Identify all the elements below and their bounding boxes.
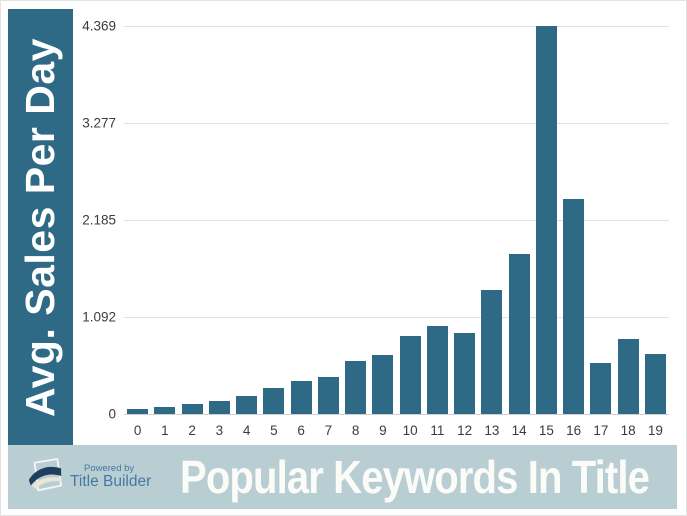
bar-keyword-7 [317,376,339,414]
y-axis-title: Avg. Sales Per Day [17,37,63,417]
y-axis-title-panel: Avg. Sales Per Day [8,9,73,445]
bar-keyword-10 [399,335,421,414]
x-tick-label: 4 [242,423,251,438]
x-axis-tick-labels: 0 1 2 3 4 5 6 7 8 9 10 11 12 13 14 15 16 17 18 19 [124,419,669,441]
bar-keyword-9 [372,355,394,414]
gridline [124,219,669,221]
bar-keyword-12 [454,333,476,414]
bar-keyword-5 [263,388,285,414]
bar-keyword-0 [127,408,149,414]
x-tick-label: 2 [188,423,196,438]
bar-keyword-18 [617,339,639,414]
gridline [124,122,669,124]
x-axis-baseline [124,414,669,415]
bar-keyword-16 [563,199,585,414]
x-tick-label: 9 [379,423,387,438]
bar-keyword-19 [644,353,666,414]
powered-by-label: Powered by [84,462,135,474]
y-tick-label: 3.277 [82,115,116,131]
bar-keyword-17 [590,362,612,414]
x-tick-label: 6 [297,423,305,438]
x-tick-label: 10 [402,423,418,438]
gridline [124,317,669,319]
x-tick-label: 7 [324,423,333,438]
y-axis-tick-labels: 0 1.092 2.185 3.277 4.369 [73,19,116,422]
banner-title-wrap: Popular Keywords In Title [151,450,677,504]
bar-keyword-13 [481,289,503,414]
x-tick-label: 3 [215,423,224,438]
x-tick-label: 13 [484,423,500,438]
brand-name-label: Title Builder [70,472,152,490]
x-tick-label: 19 [647,423,663,438]
footer-banner: Powered by Title Builder Popular Keyword… [8,445,677,509]
x-tick-label: 15 [538,423,554,438]
plot-area [124,26,669,415]
x-tick-label: 5 [270,423,278,438]
y-tick-label: 1.092 [82,309,116,325]
bar-keyword-3 [208,400,230,414]
x-tick-label: 16 [566,423,582,438]
x-tick-label: 18 [620,423,636,438]
bar-chart: 0 1.092 2.185 3.277 4.369 0 1 2 3 4 5 6 7 8 9 10 11 12 13… [73,9,677,445]
x-tick-label: 0 [133,423,142,438]
bar-keyword-15 [535,26,557,414]
bar-keyword-6 [290,381,312,414]
x-tick-label: 11 [430,423,445,438]
x-tick-label: 1 [161,423,169,438]
y-tick-label: 4.369 [82,18,116,34]
bar-keyword-4 [236,396,258,414]
bar-keyword-11 [426,326,448,414]
chart-title: Popular Keywords In Title [179,451,650,503]
logo-text: Powered by Title Builder [70,462,152,490]
gridline [124,26,669,27]
x-tick-label: 12 [457,423,473,438]
bar-keyword-8 [345,360,367,414]
bar-keyword-1 [154,406,176,414]
x-tick-label: 14 [511,423,527,438]
y-tick-label: 0 [108,406,116,422]
x-tick-label: 17 [593,423,609,438]
x-tick-label: 8 [351,423,360,438]
y-tick-label: 2.185 [82,212,116,228]
bar-keyword-2 [181,404,203,414]
title-builder-logo: Powered by Title Builder [26,456,151,498]
bar-keyword-14 [508,254,530,414]
title-builder-book-icon [28,458,63,492]
